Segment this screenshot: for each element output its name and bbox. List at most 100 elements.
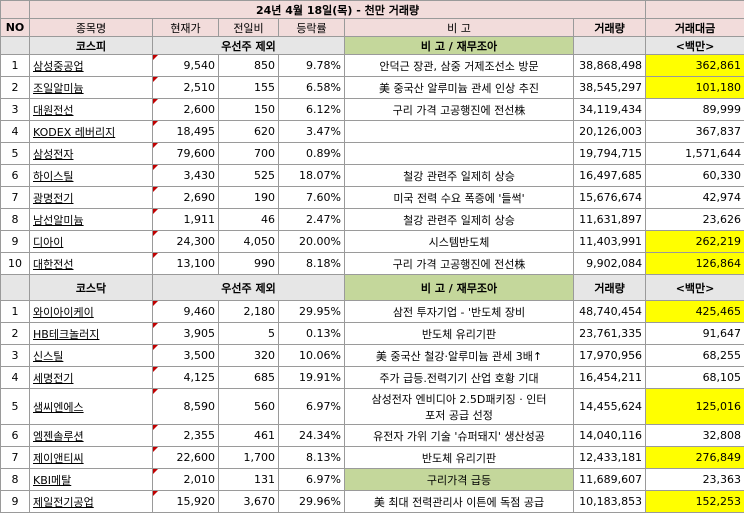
stock-name[interactable]: KBI메탈 xyxy=(29,468,153,491)
kosdaq-row: 3 신스틸 3,500 320 10.06% 美 중국산 철강·알루미늄 관세 3배↑ 17… xyxy=(0,344,744,367)
trade-volume: 48,740,454 xyxy=(572,300,647,323)
row-number: 8 xyxy=(0,208,30,231)
current-price: 9,540 xyxy=(152,54,219,77)
kosdaq-row: 6 엠젠솔루션 2,355 461 24.34% 유전자 가위 기술 '슈퍼돼지' 생산성… xyxy=(0,424,744,447)
price-change: 320 xyxy=(218,344,279,367)
row-number: 7 xyxy=(0,186,30,209)
note-text: 시스템반도체 xyxy=(428,235,490,249)
note-cell: 구리 가격 고공행진에 전선株 xyxy=(344,252,574,275)
row-number: 5 xyxy=(0,142,30,165)
trade-volume: 16,497,685 xyxy=(572,164,647,187)
note-text: 美 최대 전력관리사 이튼에 독점 공급 xyxy=(373,495,545,509)
kosdaq-row: 2 HB테크놀러지 3,905 5 0.13% 반도체 유리기판 23,761,335 91,… xyxy=(0,322,744,345)
trade-volume: 11,631,897 xyxy=(572,208,647,231)
kosdaq-unit: <백만> xyxy=(645,274,744,301)
note-cell: 반도체 유리기판 xyxy=(344,322,574,345)
kospi-spacer xyxy=(0,36,30,55)
note-text-line2: 포저 공급 선정 xyxy=(425,408,493,422)
stock-name[interactable]: 대원전선 xyxy=(29,98,153,121)
stock-name[interactable]: 조일알미늄 xyxy=(29,76,153,99)
stock-name[interactable]: KODEX 레버리지 xyxy=(29,120,153,143)
stock-name[interactable]: 광명전기 xyxy=(29,186,153,209)
stock-name[interactable]: 엠젠솔루션 xyxy=(29,424,153,447)
row-number: 3 xyxy=(0,344,30,367)
stock-name[interactable]: 디아이 xyxy=(29,230,153,253)
note-cell: 철강 관련주 일제히 상승 xyxy=(344,164,574,187)
price-change: 2,180 xyxy=(218,300,279,323)
row-number: 9 xyxy=(0,230,30,253)
title-spacer-right xyxy=(645,0,744,19)
stock-name[interactable]: 신스틸 xyxy=(29,344,153,367)
price-change: 131 xyxy=(218,468,279,491)
trade-amount: 362,861 xyxy=(645,54,744,77)
title-spacer xyxy=(0,0,30,19)
kosdaq-subheader: 우선주 제외 xyxy=(152,274,345,301)
trade-volume: 10,183,853 xyxy=(572,490,647,513)
stock-name[interactable]: 대한전선 xyxy=(29,252,153,275)
trade-amount: 1,571,644 xyxy=(645,142,744,165)
trade-volume: 20,126,003 xyxy=(572,120,647,143)
change-rate: 8.13% xyxy=(278,446,345,469)
price-change: 5 xyxy=(218,322,279,345)
price-change: 461 xyxy=(218,424,279,447)
change-rate: 6.97% xyxy=(278,468,345,491)
kospi-unit: <백만> xyxy=(645,36,744,55)
header-price: 현재가 xyxy=(152,18,219,37)
stock-name[interactable]: 삼성중공업 xyxy=(29,54,153,77)
change-rate: 7.60% xyxy=(278,186,345,209)
header-note: 비 고 xyxy=(344,18,574,37)
trade-volume: 11,403,991 xyxy=(572,230,647,253)
header-rate: 등락률 xyxy=(278,18,345,37)
trade-amount: 425,465 xyxy=(645,300,744,323)
kosdaq-row: 4 세명전기 4,125 685 19.91% 주가 급등.전력기기 산업 호황 기대 16… xyxy=(0,366,744,389)
kosdaq-row: 9 제일전기공업 15,920 3,670 29.96% 美 최대 전력관리사 이튼에 독… xyxy=(0,490,744,513)
kospi-volume-spacer xyxy=(572,36,647,55)
trade-volume: 16,454,211 xyxy=(572,366,647,389)
kospi-label: 코스피 xyxy=(29,36,153,55)
price-change: 620 xyxy=(218,120,279,143)
stock-name[interactable]: 샘씨엔에스 xyxy=(29,388,153,425)
row-number: 2 xyxy=(0,76,30,99)
note-cell: 美 중국산 철강·알루미늄 관세 3배↑ xyxy=(344,344,574,367)
row-number: 6 xyxy=(0,164,30,187)
note-cell xyxy=(344,120,574,143)
row-number: 5 xyxy=(0,388,30,425)
trade-volume: 23,761,335 xyxy=(572,322,647,345)
change-rate: 24.34% xyxy=(278,424,345,447)
note-cell: 삼성전자 엔비디아 2.5D패키징 · 인터 포저 공급 선정 xyxy=(344,388,574,425)
kospi-row: 9 디아이 24,300 4,050 20.00% 시스템반도체 11,403,991 262… xyxy=(0,230,744,253)
kospi-row: 5 삼성전자 79,600 700 0.89% 19,794,715 1,571,644 xyxy=(0,142,744,165)
header-amount: 거래대금 xyxy=(645,18,744,37)
stock-name[interactable]: 남선알미늄 xyxy=(29,208,153,231)
current-price: 9,460 xyxy=(152,300,219,323)
stock-name[interactable]: 세명전기 xyxy=(29,366,153,389)
change-rate: 20.00% xyxy=(278,230,345,253)
trade-amount: 91,647 xyxy=(645,322,744,345)
price-change: 155 xyxy=(218,76,279,99)
stock-name[interactable]: 삼성전자 xyxy=(29,142,153,165)
note-cell: 구리 가격 고공행진에 전선株 xyxy=(344,98,574,121)
stock-name[interactable]: HB테크놀러지 xyxy=(29,322,153,345)
trade-amount: 276,849 xyxy=(645,446,744,469)
current-price: 2,690 xyxy=(152,186,219,209)
change-rate: 6.12% xyxy=(278,98,345,121)
stock-name[interactable]: 와이아이케이 xyxy=(29,300,153,323)
note-text: 반도체 유리기판 xyxy=(421,327,497,341)
stock-name[interactable]: 제일전기공업 xyxy=(29,490,153,513)
note-cell: 반도체 유리기판 xyxy=(344,446,574,469)
kospi-row: 8 남선알미늄 1,911 46 2.47% 철강 관련주 일제히 상승 11,631,89… xyxy=(0,208,744,231)
trade-volume: 12,433,181 xyxy=(572,446,647,469)
stock-name[interactable]: 제이앤티씨 xyxy=(29,446,153,469)
kosdaq-label: 코스닥 xyxy=(29,274,153,301)
note-text: 안덕근 장관, 삼중 거제조선소 방문 xyxy=(379,59,539,73)
current-price: 2,010 xyxy=(152,468,219,491)
change-rate: 9.78% xyxy=(278,54,345,77)
trade-amount: 32,808 xyxy=(645,424,744,447)
stock-name[interactable]: 하이스틸 xyxy=(29,164,153,187)
trade-amount: 125,016 xyxy=(645,388,744,425)
kospi-note-header: 비 고 / 재무조아 xyxy=(344,36,574,55)
kosdaq-volume-header: 거래량 xyxy=(572,274,647,301)
current-price: 1,911 xyxy=(152,208,219,231)
note-cell: 美 중국산 알루미늄 관세 인상 추진 xyxy=(344,76,574,99)
